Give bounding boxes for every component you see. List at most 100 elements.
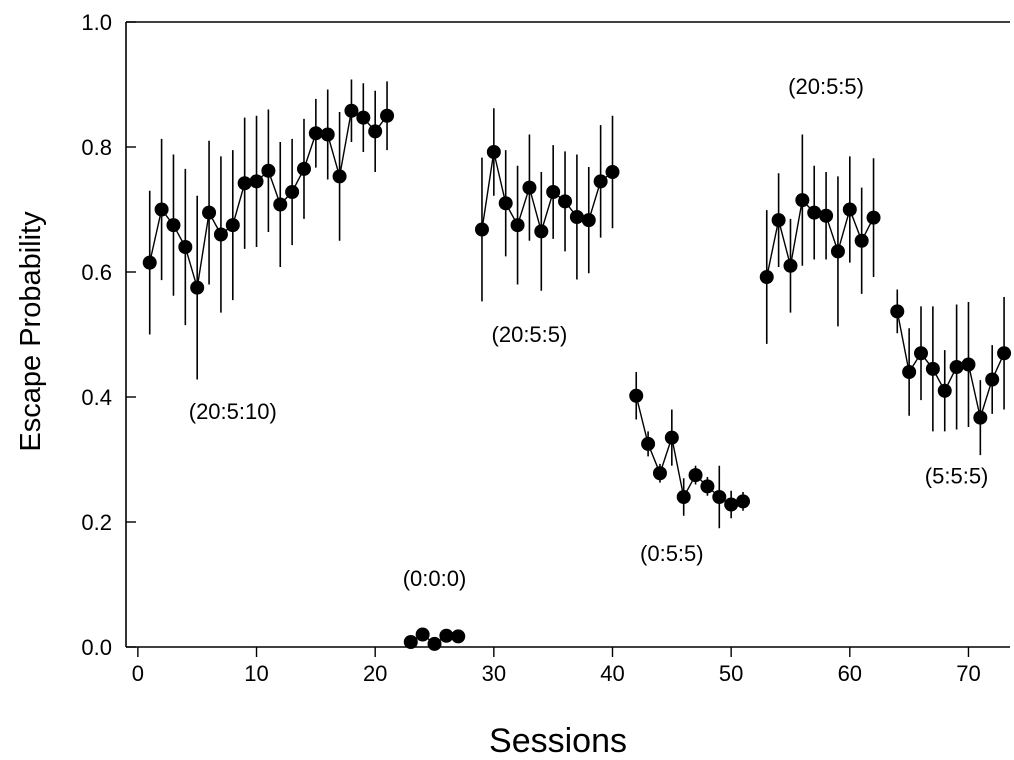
data-point — [166, 218, 181, 233]
data-point — [783, 258, 798, 273]
data-point — [736, 494, 751, 509]
data-point — [415, 627, 430, 642]
data-point — [569, 210, 584, 224]
condition-label: (20:5:5) — [492, 322, 568, 347]
data-point — [759, 270, 774, 284]
axes: 0.0 0.2 0.4 0.6 0.8 1.0 0 10 20 30 40 50 60 70 — [81, 10, 1010, 686]
x-tick-label: 50 — [719, 661, 743, 686]
data-point — [308, 126, 323, 141]
data-point — [700, 479, 715, 494]
data-point — [486, 145, 501, 159]
data-point — [925, 361, 940, 376]
data-point — [403, 635, 418, 649]
y-tick-label: 0.8 — [81, 135, 112, 160]
data-point — [937, 383, 952, 398]
data-point — [190, 280, 205, 295]
series-line — [635, 395, 744, 506]
data-point — [724, 497, 739, 512]
data-layer — [142, 79, 1012, 651]
y-tick-label: 0.4 — [81, 385, 112, 410]
series-group — [474, 108, 620, 302]
data-point — [344, 103, 359, 118]
data-point — [795, 193, 810, 208]
data-point — [712, 490, 727, 504]
data-point — [522, 180, 537, 195]
data-point — [273, 197, 288, 212]
data-point — [830, 244, 845, 259]
y-axis-title: Escape Probability — [15, 211, 47, 452]
data-point — [854, 233, 869, 248]
annotations: (20:5:10) (0:0:0) (20:5:5) (0:5:5) (20:5:5) (… — [189, 74, 989, 591]
x-tick-label: 10 — [244, 661, 268, 686]
y-tick-label: 0.6 — [81, 260, 112, 285]
condition-label: (20:5:5) — [788, 74, 864, 99]
series-group — [403, 627, 466, 651]
data-point — [213, 227, 228, 242]
data-point — [688, 468, 703, 483]
data-point — [914, 346, 929, 361]
series-group — [142, 79, 395, 380]
series-group — [629, 372, 751, 529]
data-point — [154, 202, 169, 217]
data-point — [142, 255, 157, 270]
data-point — [605, 165, 620, 179]
data-point — [676, 490, 691, 504]
y-tick-label: 1.0 — [81, 10, 112, 35]
x-tick-label: 30 — [482, 661, 506, 686]
series-group — [890, 289, 1012, 456]
data-point — [664, 430, 679, 445]
series-line — [896, 311, 1005, 421]
data-point — [439, 628, 454, 643]
x-tick-label: 20 — [363, 661, 387, 686]
data-point — [890, 304, 905, 319]
data-point — [629, 388, 644, 403]
data-point — [285, 185, 300, 199]
series-group — [759, 134, 881, 344]
data-point — [178, 240, 193, 254]
data-point — [581, 213, 596, 228]
data-point — [558, 194, 573, 209]
condition-label: (5:5:5) — [925, 463, 989, 488]
data-point — [842, 202, 857, 217]
data-point — [320, 127, 335, 142]
data-point — [368, 124, 383, 139]
x-tick-label: 0 — [132, 661, 144, 686]
data-point — [474, 222, 489, 237]
condition-label: (0:5:5) — [640, 541, 704, 566]
data-point — [819, 208, 834, 223]
data-point — [866, 210, 881, 225]
condition-label: (0:0:0) — [403, 566, 467, 591]
data-point — [961, 357, 976, 372]
condition-label: (20:5:10) — [189, 399, 277, 424]
data-point — [296, 161, 311, 176]
data-point — [510, 218, 525, 233]
data-point — [593, 174, 608, 189]
data-point — [249, 174, 264, 189]
y-tick-label: 0.2 — [81, 510, 112, 535]
data-point — [902, 365, 917, 379]
data-point — [546, 185, 561, 199]
data-point — [261, 163, 276, 178]
data-point — [225, 218, 240, 233]
data-point — [534, 224, 549, 239]
data-point — [202, 205, 217, 220]
data-point — [807, 205, 822, 220]
data-point — [237, 176, 252, 191]
x-tick-label: 70 — [956, 661, 980, 686]
y-tick-label: 0.0 — [81, 635, 112, 660]
data-point — [641, 436, 656, 451]
data-point — [949, 360, 964, 374]
data-point — [451, 629, 466, 644]
x-axis-title: Sessions — [489, 722, 627, 760]
data-point — [973, 410, 988, 425]
data-point — [356, 110, 371, 125]
data-point — [427, 636, 442, 651]
x-tick-label: 40 — [600, 661, 624, 686]
data-point — [380, 108, 395, 123]
data-point — [498, 196, 513, 211]
data-point — [652, 466, 667, 481]
data-point — [997, 346, 1012, 361]
data-point — [985, 372, 1000, 387]
